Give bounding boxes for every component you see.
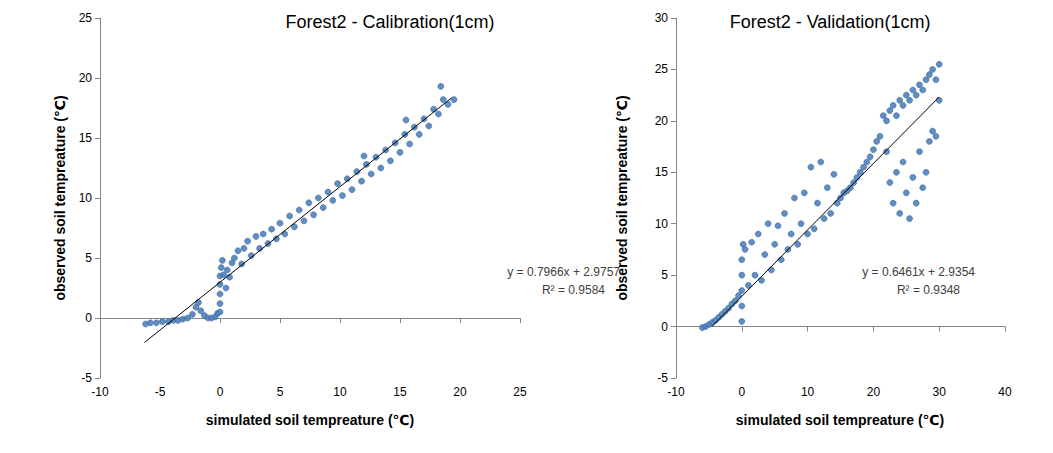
svg-text:simulated soil tempreature (℃): simulated soil tempreature (℃) [736, 412, 944, 428]
svg-text:y = 0.6461x + 2.9354: y = 0.6461x + 2.9354 [862, 265, 975, 279]
svg-text:-5: -5 [81, 371, 92, 385]
svg-text:observed soil tempreature (℃): observed soil tempreature (℃) [52, 95, 68, 300]
svg-text:15: 15 [393, 385, 407, 399]
svg-text:-5: -5 [657, 371, 668, 385]
svg-text:10: 10 [79, 191, 93, 205]
svg-text:Forest2 - Validation(1cm): Forest2 - Validation(1cm) [730, 12, 931, 32]
svg-text:0: 0 [661, 320, 668, 334]
svg-text:20: 20 [867, 385, 881, 399]
svg-text:20: 20 [453, 385, 467, 399]
svg-text:simulated soil tempreature (℃): simulated soil tempreature (℃) [206, 412, 414, 428]
svg-text:30: 30 [933, 385, 947, 399]
svg-text:-10: -10 [91, 385, 109, 399]
svg-text:5: 5 [85, 251, 92, 265]
svg-text:R² = 0.9584: R² = 0.9584 [542, 283, 605, 297]
svg-text:Forest2 - Calibration(1cm): Forest2 - Calibration(1cm) [285, 12, 494, 32]
svg-text:25: 25 [79, 11, 93, 25]
svg-text:-5: -5 [155, 385, 166, 399]
svg-text:0: 0 [738, 385, 745, 399]
svg-text:25: 25 [513, 385, 527, 399]
svg-text:5: 5 [661, 268, 668, 282]
svg-text:25: 25 [655, 62, 669, 76]
svg-text:0: 0 [217, 385, 224, 399]
svg-text:15: 15 [79, 131, 93, 145]
svg-text:40: 40 [998, 385, 1012, 399]
svg-text:y = 0.7966x + 2.9757: y = 0.7966x + 2.9757 [507, 265, 620, 279]
svg-text:10: 10 [333, 385, 347, 399]
svg-text:20: 20 [655, 114, 669, 128]
svg-text:5: 5 [277, 385, 284, 399]
svg-text:15: 15 [655, 165, 669, 179]
svg-text:R² = 0.9348: R² = 0.9348 [897, 283, 960, 297]
svg-text:20: 20 [79, 71, 93, 85]
svg-text:10: 10 [801, 385, 815, 399]
svg-text:10: 10 [655, 217, 669, 231]
svg-text:-10: -10 [667, 385, 685, 399]
svg-text:30: 30 [655, 11, 669, 25]
svg-text:0: 0 [85, 311, 92, 325]
svg-text:observed soil tempreature (℃): observed soil tempreature (℃) [614, 95, 630, 300]
